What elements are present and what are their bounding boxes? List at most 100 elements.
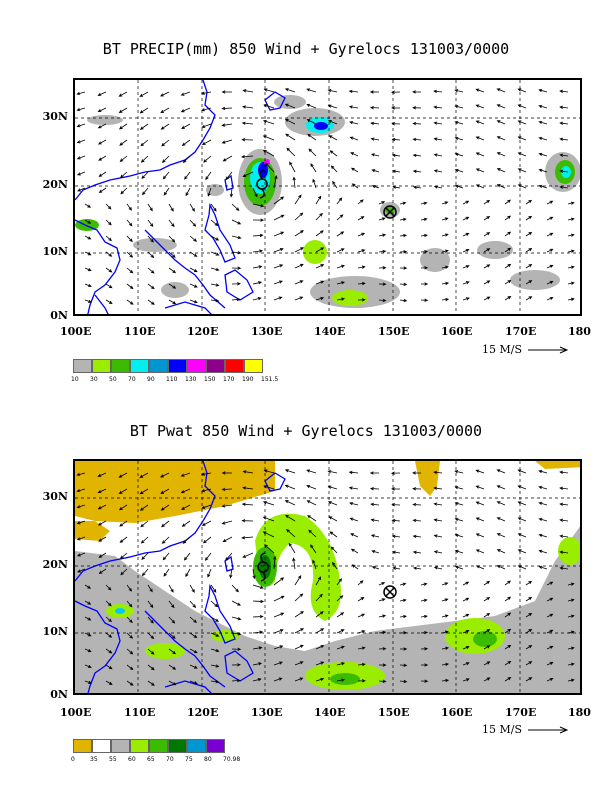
wind-vector xyxy=(483,248,491,253)
wind-vector xyxy=(420,598,428,603)
panel2-xtick-130e: 130E xyxy=(251,706,283,719)
wind-vector xyxy=(201,139,212,145)
legend-swatch xyxy=(92,739,111,753)
wind-vector xyxy=(105,203,112,210)
wind-vector xyxy=(180,107,191,113)
wind-vector xyxy=(105,680,113,685)
wind-vector xyxy=(310,544,317,554)
wind-vector xyxy=(475,565,485,570)
wind-vector xyxy=(141,171,149,180)
legend-label: 150 xyxy=(204,376,216,383)
wind-vector xyxy=(327,104,338,109)
wind-vector xyxy=(378,233,387,237)
wind-vector xyxy=(168,219,175,228)
panel1-ytick-20n: 20N xyxy=(42,178,68,191)
wind-vector xyxy=(399,282,408,286)
wind-vector xyxy=(185,568,191,578)
wind-vector xyxy=(286,528,296,538)
wind-vector xyxy=(399,679,408,684)
panel2-legend xyxy=(73,739,225,753)
wind-vector xyxy=(315,677,325,682)
wind-vector xyxy=(289,161,296,173)
wind-vector xyxy=(349,502,359,506)
wind-vector xyxy=(84,648,92,653)
wind-vector xyxy=(252,265,263,269)
wind-vector xyxy=(126,283,134,290)
wind-vector xyxy=(378,598,386,602)
wind-vector xyxy=(294,194,302,205)
wind-vector xyxy=(262,500,275,506)
wind-vector xyxy=(84,680,92,684)
wind-vector xyxy=(84,632,92,637)
wind-vector xyxy=(336,297,345,301)
legend-label: 30 xyxy=(90,376,98,383)
wind-vector xyxy=(139,107,149,114)
panel1-ytick-30n: 30N xyxy=(42,110,68,123)
wind-vector xyxy=(147,299,155,305)
wind-vector xyxy=(350,548,359,554)
wind-vector xyxy=(241,502,254,506)
wind-vector xyxy=(517,104,527,109)
wind-vector xyxy=(567,281,575,285)
panel2-ytick-10n: 10N xyxy=(42,625,68,638)
wind-vector xyxy=(201,472,212,476)
wind-vector xyxy=(391,137,401,142)
wind-vector xyxy=(371,566,380,570)
wind-vector xyxy=(231,600,241,606)
panel1-gridlines xyxy=(75,80,580,314)
wind-vector xyxy=(76,504,86,509)
wind-vector xyxy=(357,613,366,618)
wind-vector xyxy=(286,147,296,157)
wind-vector xyxy=(77,187,86,192)
wind-vector xyxy=(252,646,263,650)
wind-vector xyxy=(357,596,365,602)
wind-vector xyxy=(378,201,386,205)
wind-vector xyxy=(370,534,380,538)
wind-vector xyxy=(201,91,212,95)
wind-vector xyxy=(264,544,275,554)
wind-vector xyxy=(399,631,408,635)
wind-vector xyxy=(315,195,322,205)
wind-vector xyxy=(525,296,533,301)
wind-vector xyxy=(306,103,317,109)
panel2-pwat-shading xyxy=(75,461,580,693)
wind-vector xyxy=(391,518,401,523)
wind-vector xyxy=(273,629,284,634)
wind-vector xyxy=(483,280,491,285)
wind-vector xyxy=(168,251,176,258)
wind-vector xyxy=(391,550,401,554)
wind-vector xyxy=(97,139,107,145)
wind-vector xyxy=(369,471,380,475)
wind-vector xyxy=(189,632,198,639)
wind-vector xyxy=(399,598,407,603)
wind-vector xyxy=(390,471,401,475)
wind-vector xyxy=(294,230,304,237)
wind-vector xyxy=(231,297,241,302)
wind-vector xyxy=(538,88,548,93)
panel1-map xyxy=(73,78,582,316)
wind-vector xyxy=(496,549,506,554)
wind-vector xyxy=(273,555,277,570)
wind-vector xyxy=(496,184,506,189)
wind-vector xyxy=(252,630,264,634)
wind-vector xyxy=(161,536,170,544)
panel1-title: BT PRECIP(mm) 850 Wind + Gyrelocs 131003… xyxy=(102,40,510,58)
wind-vector xyxy=(420,201,428,205)
wind-vector xyxy=(168,616,176,624)
wind-vector xyxy=(231,616,242,621)
wind-vector xyxy=(538,136,548,141)
wind-vector xyxy=(567,678,575,682)
wind-vector xyxy=(538,152,548,157)
wind-vector xyxy=(441,646,449,650)
legend-swatch xyxy=(244,359,263,373)
wind-vector xyxy=(263,485,275,490)
wind-vector xyxy=(567,217,575,221)
wind-vector xyxy=(475,152,485,157)
wind-vector xyxy=(284,484,296,490)
wind-vector xyxy=(441,614,449,618)
wind-vector xyxy=(371,550,380,554)
wind-vector xyxy=(336,645,345,650)
wind-vector xyxy=(76,91,86,96)
wind-vector xyxy=(315,230,324,237)
wind-vector xyxy=(189,616,197,623)
